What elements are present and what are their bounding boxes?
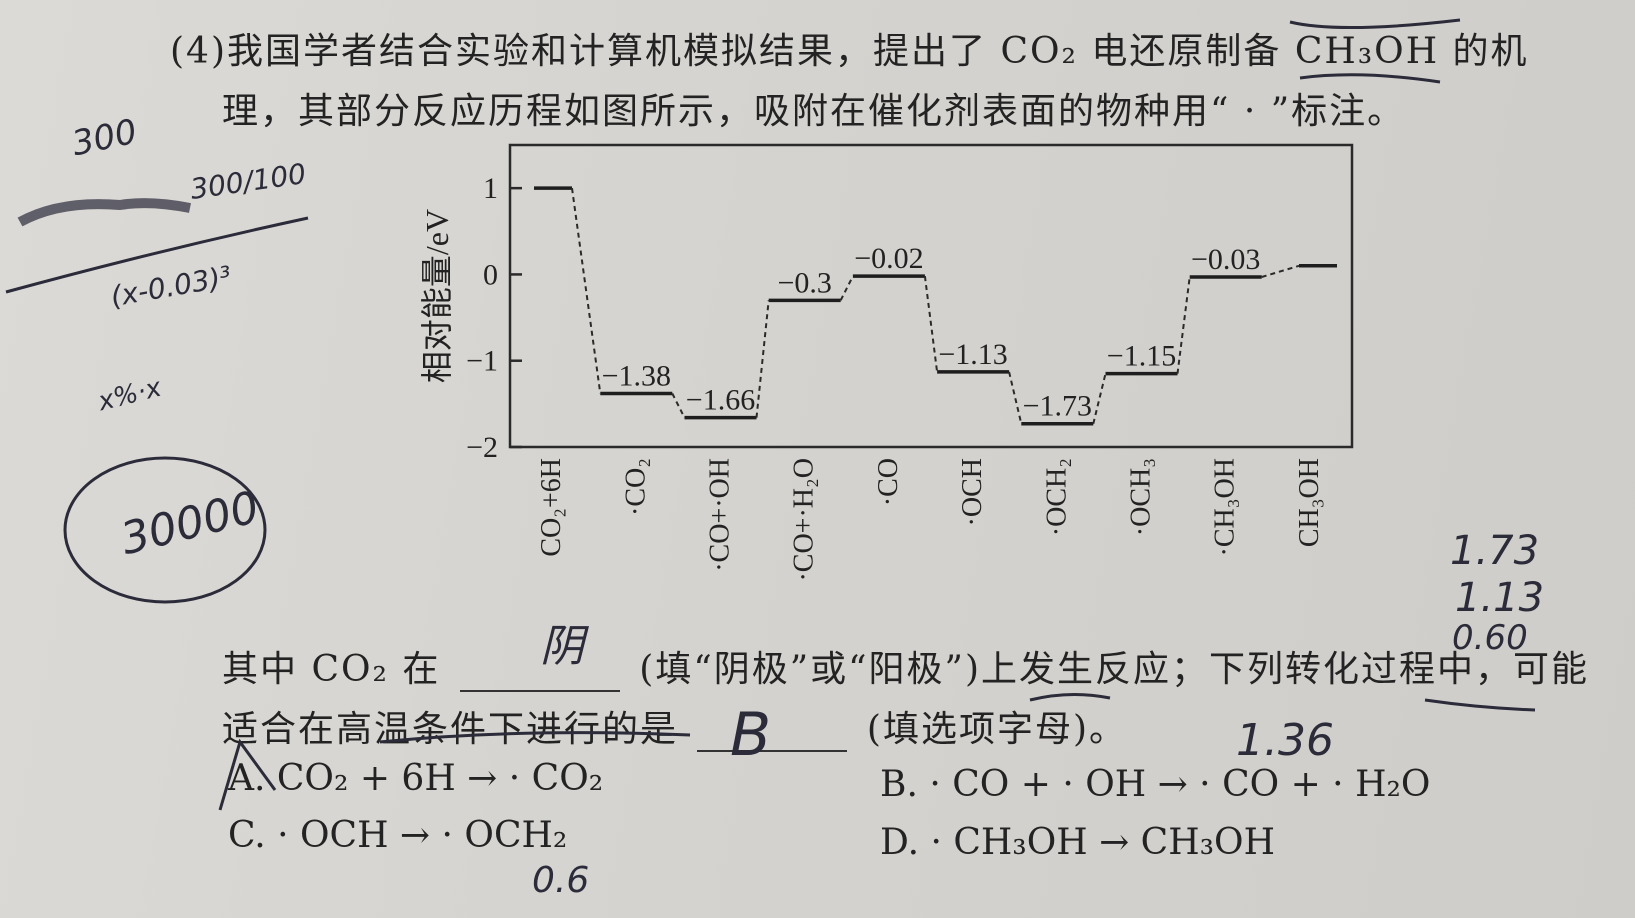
option-c[interactable]: C. · OCH → · OCH₂ [228,815,568,856]
handwritten-0-60: 0.60 [1452,618,1528,658]
option-a[interactable]: A. CO₂ + 6H → · CO₂ [228,758,604,799]
transition-connector [923,276,939,373]
option-d[interactable]: D. · CH₃OH → CH₃OH [880,822,1275,863]
plot-frame [508,143,1354,449]
transition-connector [1092,373,1107,424]
x-category-label: CH₃OH [1294,458,1325,547]
x-category-label: ·OCH [957,458,988,526]
transition-connector [839,275,854,301]
fill-a-after: (填“阴极”或“阳极”)上发生反应；下列转化过程中，可能 [639,649,1590,690]
handwritten-1-73: 1.73 [1450,528,1540,574]
x-category-label: ·OCH₃ [1126,458,1157,536]
answer-blank-b[interactable] [697,716,848,752]
energy-data-label: −0.02 [854,242,923,275]
fill-b-before: 适合在高温条件下进行的是 [222,709,679,750]
energy-data-label: −0.03 [1191,243,1260,276]
question-line-2: 理，其部分反应历程如图所示，吸附在催化剂表面的物种用“ · ”标注。 [222,91,1406,132]
transition-connector [1261,264,1300,278]
x-category-label: ·CO+·H₂O [789,458,820,582]
energy-data-label: −1.15 [1107,340,1176,373]
handwritten-0-6: 0.6 [532,860,590,901]
transition-connector [1008,371,1023,424]
handwritten-1-13: 1.13 [1455,575,1545,621]
energy-data-label: −1.73 [1023,390,1092,423]
handwritten-answer-a: 阴 [540,621,584,672]
y-tick-label: 1 [483,172,498,205]
transition-connector [755,300,770,418]
fill-b-after: (填选项字母)。 [866,709,1128,750]
x-category-label: CO₂+6H [536,458,567,557]
energy-data-label: −1.66 [686,384,755,417]
handwritten-1-36: 1.36 [1236,715,1334,766]
y-tick-label: −1 [466,345,498,378]
x-category-label: ·CO [873,458,904,506]
transition-connector [571,188,602,394]
x-category-label: ·OCH₂ [1041,458,1072,536]
energy-data-label: −0.3 [777,266,831,299]
y-tick-label: 0 [483,258,498,291]
transition-connector [1176,276,1191,374]
option-b[interactable]: B. · CO + · OH → · CO + · H₂O [880,764,1431,805]
fill-line-b: 适合在高温条件下进行的是 (填选项字母)。 [222,700,1127,752]
x-category-label: ·CO₂ [620,458,651,516]
fill-a-before: 其中 CO₂ 在 [222,649,441,690]
energy-data-label: −1.38 [602,360,671,393]
y-axis-label: 相对能量/eV [419,209,455,383]
answer-blank-a[interactable] [459,656,620,692]
y-tick-label: −2 [466,431,498,464]
fill-line-a: 其中 CO₂ 在 (填“阴极”或“阳极”)上发生反应；下列转化过程中，可能 [222,640,1589,692]
question-line-1: (4)我国学者结合实验和计算机模拟结果，提出了 CO₂ 电还原制备 CH₃OH … [170,31,1529,72]
energy-data-label: −1.13 [938,338,1007,371]
handwritten-answer-b: B [730,700,772,770]
x-category-label: ·CH₃OH [1210,458,1241,556]
x-category-label: ·CO+·OH [705,458,736,572]
transition-connector [671,393,686,419]
